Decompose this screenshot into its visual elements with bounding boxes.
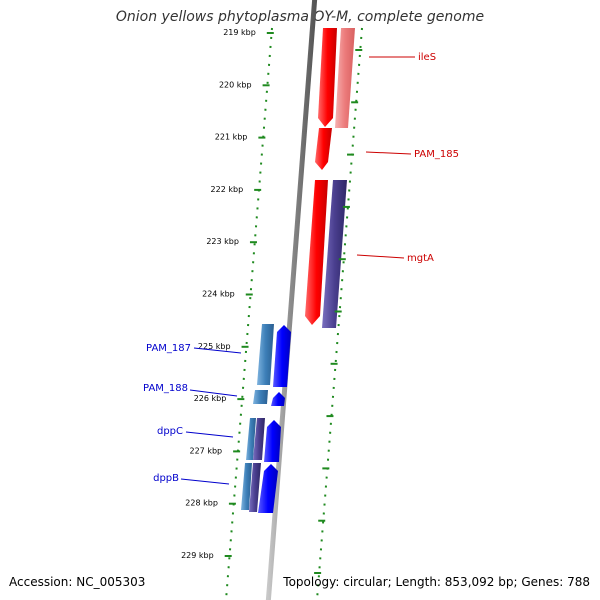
- scale-ticks: 219 kbp 220 kbp 221 kbp 222 kbp 223 kbp 224 k…: [181, 28, 363, 574]
- gene-label-pam-188-leader: [189, 389, 238, 397]
- gene-label-dppc[interactable]: dppC: [157, 426, 183, 437]
- scale-tick-label: 227 kbp: [190, 446, 223, 455]
- scale-tick-label: 225 kbp: [198, 342, 231, 351]
- outer-dot-track: [316, 27, 363, 600]
- gene-block-iles[interactable]: [318, 28, 337, 127]
- gene-block-pam-188-steel[interactable]: [253, 390, 268, 404]
- gene-block-mgta-purple[interactable]: [322, 180, 347, 328]
- gene-label-dppb-leader: [180, 478, 230, 485]
- topology-text: Topology: circular; Length: 853,092 bp; …: [283, 575, 590, 589]
- gene-label-pam-187[interactable]: PAM_187: [146, 343, 191, 354]
- gene-block-pam-187-steel[interactable]: [257, 324, 274, 385]
- gene-block-pam-185[interactable]: [315, 128, 332, 170]
- gene-label-pam-187-leader: [193, 347, 242, 354]
- scale-tick-label: 229 kbp: [181, 551, 214, 560]
- scale-dot-track: [225, 27, 273, 600]
- gene-label-mgta[interactable]: mgtA: [407, 253, 434, 264]
- gene-block-dppc-steel[interactable]: [246, 418, 256, 460]
- scale-tick-label: 222 kbp: [211, 185, 244, 194]
- gene-block-dppc[interactable]: [264, 420, 281, 462]
- scale-tick-label: 219 kbp: [223, 28, 256, 37]
- genome-backbone: [265, 0, 318, 600]
- scale-tick-label: 223 kbp: [206, 237, 239, 246]
- gene-label-mgta-leader: [356, 254, 405, 259]
- gene-labels: ileS PAM_185 mgtA PAM_187 PAM_188 dppC dppB: [143, 52, 459, 485]
- gene-block-dppb[interactable]: [258, 464, 278, 513]
- gene-block-dppb-purple[interactable]: [249, 463, 261, 512]
- scale-tick-label: 220 kbp: [219, 80, 252, 89]
- gene-block-pam-188[interactable]: [271, 392, 285, 406]
- gene-block-dppb-steel[interactable]: [241, 463, 252, 510]
- gene-label-pam-188[interactable]: PAM_188: [143, 383, 188, 394]
- scale-tick-label: 224 kbp: [202, 290, 235, 299]
- map-title: Onion yellows phytoplasma OY-M, complete…: [115, 9, 485, 25]
- gene-block-pam-187[interactable]: [273, 325, 291, 387]
- reverse-gene-track: [241, 324, 291, 513]
- gene-label-iles[interactable]: ileS: [418, 52, 436, 63]
- scale-tick-label: 228 kbp: [185, 499, 218, 508]
- forward-gene-track: [305, 28, 355, 328]
- scale-tick-label: 226 kbp: [194, 394, 227, 403]
- scale-tick-label: 221 kbp: [215, 133, 248, 142]
- gene-label-pam-185[interactable]: PAM_185: [414, 149, 459, 160]
- gene-label-dppc-leader: [185, 431, 234, 438]
- gene-label-pam-185-leader: [365, 151, 412, 155]
- gene-block-dppc-purple[interactable]: [253, 418, 265, 460]
- gene-block-mgta[interactable]: [305, 180, 328, 325]
- accession-text: Accession: NC_005303: [9, 575, 146, 589]
- gene-label-dppb[interactable]: dppB: [153, 473, 179, 484]
- gene-block-iles-light[interactable]: [335, 28, 355, 128]
